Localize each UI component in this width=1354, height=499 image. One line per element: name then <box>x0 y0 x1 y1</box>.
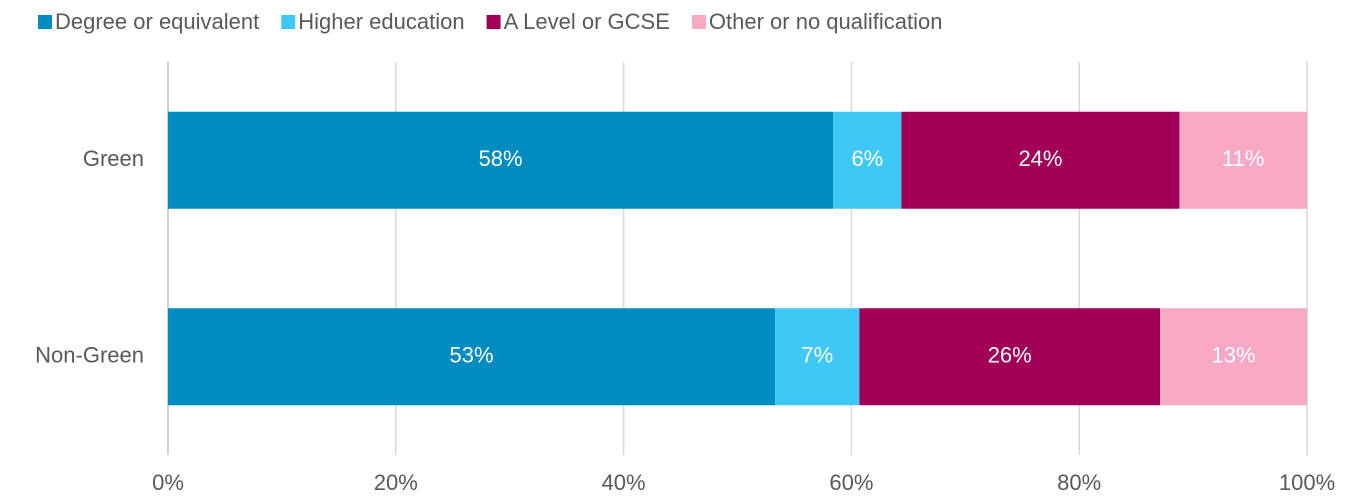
data-label: 13% <box>1212 343 1256 368</box>
legend-label: Higher education <box>298 9 464 34</box>
x-tick-label: 20% <box>374 470 418 495</box>
legend-swatch <box>38 15 52 29</box>
legend-swatch <box>691 15 706 29</box>
bar-segment <box>1179 111 1307 209</box>
x-tick-label: 80% <box>1057 470 1101 495</box>
bar-segment <box>1160 308 1307 406</box>
data-label: 53% <box>450 343 494 368</box>
y-tick-label: Non-Green <box>35 343 144 368</box>
y-tick-label: Green <box>83 146 144 171</box>
x-tick-label: 0% <box>152 470 184 495</box>
data-label: 26% <box>988 343 1032 368</box>
data-label: 58% <box>479 146 523 171</box>
data-label: 24% <box>1018 146 1062 171</box>
bar-segment <box>859 308 1161 406</box>
data-label: 7% <box>801 343 833 368</box>
x-tick-label: 100% <box>1279 470 1335 495</box>
data-label: 6% <box>851 146 883 171</box>
bar-segment <box>833 111 902 209</box>
bar-segment <box>168 111 834 209</box>
bar-segment <box>901 111 1180 209</box>
legend-label: Degree or equivalent <box>55 9 259 34</box>
data-label: 11% <box>1222 146 1264 171</box>
x-tick-label: 40% <box>602 470 646 495</box>
legend-swatch <box>281 15 296 29</box>
legend-swatch <box>486 15 501 29</box>
x-tick-label: 60% <box>829 470 873 495</box>
bar-segment <box>168 308 776 406</box>
bar-segment <box>775 308 860 406</box>
legend-label: A Level or GCSE <box>504 9 670 34</box>
legend-label: Other or no qualification <box>709 9 943 34</box>
